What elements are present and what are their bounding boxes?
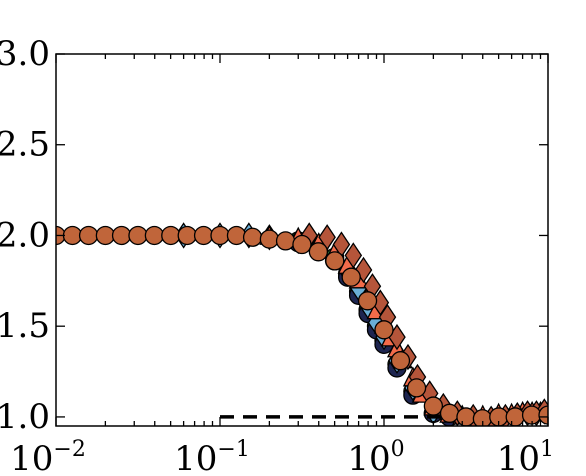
series-5 — [56, 225, 548, 426]
y-tick-labels: 1.0 1.5 2.0 2.5 3.0 — [0, 34, 50, 437]
x-tick-label-1: 10−1 — [174, 437, 250, 476]
point-5-25 — [456, 407, 476, 426]
y-tick-label-0: 1.0 — [0, 397, 50, 437]
point-5-8 — [177, 225, 197, 246]
x-tick-label-0: 10−2 — [10, 437, 86, 476]
point-5-15 — [292, 234, 312, 255]
point-5-23 — [423, 396, 444, 416]
point-5-17 — [325, 251, 345, 271]
point-5-18 — [341, 267, 361, 287]
point-5-5 — [128, 225, 148, 246]
data-marks — [56, 222, 548, 426]
x-tick-labels: 10−2 10−1 100 101 — [10, 437, 554, 476]
point-5-24 — [439, 403, 460, 423]
point-4-3 — [344, 242, 363, 269]
point-5-21 — [390, 351, 411, 371]
point-5-6 — [144, 225, 165, 246]
y-tick-label-2: 2.0 — [0, 215, 50, 255]
point-5-11 — [226, 225, 247, 246]
point-5-2 — [78, 225, 99, 246]
point-5-9 — [193, 225, 214, 246]
point-5-1 — [62, 225, 83, 246]
point-5-10 — [210, 225, 230, 246]
point-5-19 — [357, 291, 378, 311]
point-5-7 — [161, 225, 181, 246]
point-5-22 — [406, 378, 427, 398]
x-tick-label-3: 101 — [497, 437, 554, 476]
y-tick-label-3: 2.5 — [0, 125, 50, 165]
point-5-14 — [275, 231, 296, 251]
point-5-13 — [259, 229, 280, 249]
point-5-16 — [308, 242, 329, 262]
x-tick-label-2: 100 — [347, 437, 404, 476]
point-5-4 — [111, 225, 132, 246]
point-5-3 — [95, 225, 116, 246]
y-tick-label-1: 1.5 — [0, 306, 50, 346]
point-5-20 — [374, 320, 394, 340]
point-5-12 — [242, 227, 263, 247]
point-5-28 — [505, 407, 525, 426]
point-5-30 — [538, 405, 548, 425]
y-tick-label-4: 3.0 — [0, 34, 50, 74]
series-2 — [174, 222, 443, 425]
plot-frame — [55, 53, 549, 427]
